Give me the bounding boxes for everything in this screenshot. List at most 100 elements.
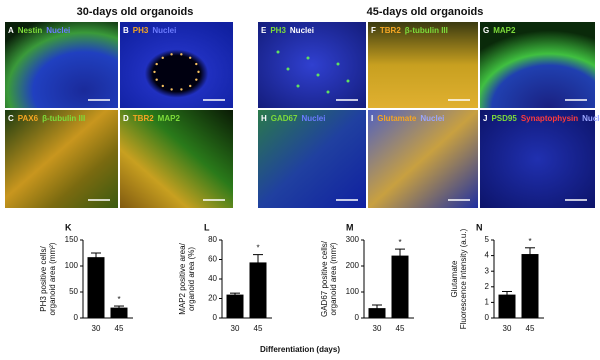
cell-dot — [180, 53, 183, 56]
y-tick-label: 80 — [208, 235, 217, 244]
bar — [110, 307, 128, 318]
cell-dot — [286, 67, 290, 71]
cell-dot — [153, 70, 156, 74]
panel-label: D TBR2 MAP2 — [123, 114, 180, 123]
x-tick-label: 30 — [92, 324, 101, 333]
y-axis-label: MAP2 positive area/ — [178, 242, 187, 314]
panel-stain: Nuclei — [301, 114, 325, 123]
y-tick-label: 2 — [485, 282, 490, 291]
cell-dot — [326, 90, 330, 94]
cell-dot — [336, 62, 340, 66]
cell-dot — [170, 88, 173, 91]
panel-letter: B — [123, 26, 129, 35]
panel-label: B PH3 Nuclei — [123, 26, 176, 35]
y-axis-label: organoid area (%) — [187, 247, 196, 311]
cell-dot — [155, 62, 158, 66]
y-tick-label: 40 — [208, 274, 217, 283]
panel-label: G MAP2 — [483, 26, 516, 35]
significance: * — [528, 237, 531, 246]
panel-letter: D — [123, 114, 129, 123]
x-axis-label: Differentiation (days) — [260, 345, 340, 354]
cell-dot — [195, 78, 198, 81]
x-tick-label: 30 — [503, 324, 512, 333]
bar — [368, 308, 386, 318]
significance: * — [398, 238, 401, 247]
y-tick-label: 0 — [355, 313, 360, 322]
panel-label: C PAX6 β-tubulin III — [8, 114, 85, 123]
panel-stain: Nuclei — [290, 26, 314, 35]
significance: * — [256, 244, 259, 253]
panel-letter: G — [483, 26, 489, 35]
chart-letter: N — [476, 222, 483, 232]
micrograph — [258, 110, 366, 208]
micrograph — [5, 22, 118, 108]
panel-letter: J — [483, 114, 487, 123]
chart-letter: M — [346, 222, 354, 232]
cell-dot — [276, 50, 280, 54]
bar — [249, 262, 267, 318]
cell-dot — [180, 88, 183, 91]
cell-dot — [316, 73, 320, 77]
panel-stain: Nuclei — [582, 114, 600, 123]
cell-dot — [306, 56, 310, 60]
y-tick-label: 60 — [208, 255, 217, 264]
significance: * — [117, 295, 120, 304]
y-axis-label: Glutamate — [450, 260, 459, 297]
y-tick-label: 3 — [485, 266, 490, 275]
panel-letter: F — [371, 26, 376, 35]
micrograph — [368, 110, 478, 208]
panel-stain: GAD67 — [271, 114, 298, 123]
panel-stain: β-tubulin III — [42, 114, 85, 123]
micrograph — [120, 110, 233, 208]
y-axis-label: organoid area (mm²) — [48, 242, 57, 315]
cell-dot — [296, 84, 300, 88]
cell-dot — [197, 70, 200, 74]
heading: 45-days old organoids — [367, 6, 484, 18]
panel-stain: Glutamate — [377, 114, 417, 123]
bar — [498, 294, 516, 318]
x-tick-label: 30 — [231, 324, 240, 333]
panel-stain: Nuclei — [152, 26, 176, 35]
panel-stain: PH3 — [270, 26, 286, 35]
y-tick-label: 20 — [208, 294, 217, 303]
cell-dot — [195, 62, 198, 66]
micrograph — [480, 22, 595, 108]
y-tick-label: 300 — [346, 235, 360, 244]
cell-dot — [161, 84, 165, 88]
panel-label: H GAD67 Nuclei — [261, 114, 325, 123]
panel-letter: H — [261, 114, 267, 123]
y-tick-label: 200 — [346, 261, 360, 270]
panel-stain: Nuclei — [46, 26, 70, 35]
panel-letter: I — [371, 114, 373, 123]
micrograph — [5, 110, 118, 208]
y-axis-label: Fluorescence intensity (a.u.) — [459, 228, 468, 329]
y-axis-label: GAD67 positive cells/ — [320, 240, 329, 317]
y-tick-label: 100 — [65, 261, 79, 270]
panel-letter: C — [8, 114, 14, 123]
panel-stain: Nestin — [18, 26, 43, 35]
x-tick-label: 45 — [254, 324, 263, 333]
panel-stain: PAX6 — [18, 114, 39, 123]
x-tick-label: 45 — [526, 324, 535, 333]
y-tick-label: 4 — [485, 251, 490, 260]
panel-stain: Nuclei — [420, 114, 444, 123]
panel-label: A Nestin Nuclei — [8, 26, 70, 35]
bar — [391, 255, 409, 318]
panel-stain: MAP2 — [158, 114, 181, 123]
panel-stain: PH3 — [133, 26, 149, 35]
panel-letter: A — [8, 26, 14, 35]
panel-stain: TBR2 — [380, 26, 401, 35]
y-axis-label: PH3 positive cells/ — [39, 246, 48, 312]
bar — [521, 254, 539, 318]
panel-stain: Synaptophysin — [521, 114, 578, 123]
y-tick-label: 50 — [69, 287, 78, 296]
panel-label: J PSD95 Synaptophysin Nuclei — [483, 114, 600, 123]
chart-letter: K — [65, 222, 72, 232]
x-tick-label: 45 — [115, 324, 124, 333]
cell-dot — [188, 56, 192, 59]
y-tick-label: 0 — [485, 313, 490, 322]
cell-dot — [346, 79, 350, 83]
y-tick-label: 0 — [74, 313, 79, 322]
